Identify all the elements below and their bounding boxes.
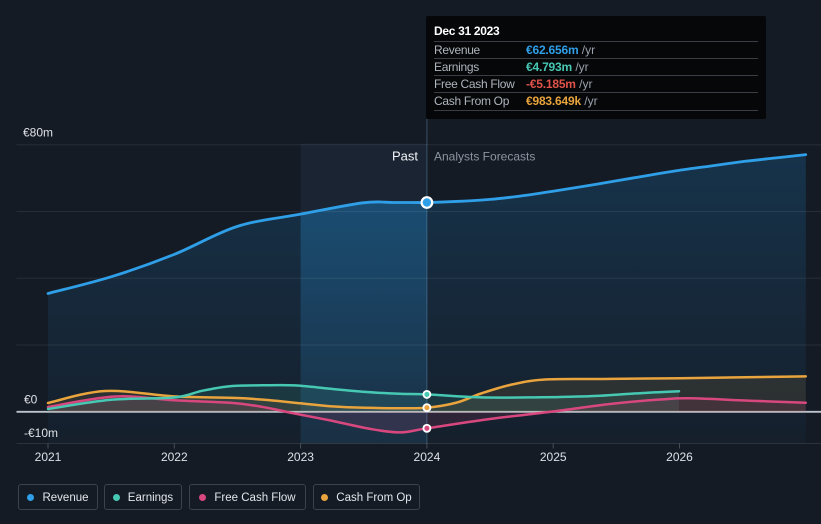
- svg-text:2021: 2021: [35, 450, 62, 464]
- svg-text:Past: Past: [392, 149, 418, 164]
- svg-text:-€10m: -€10m: [24, 426, 58, 440]
- svg-text:2026: 2026: [666, 450, 693, 464]
- svg-text:€0: €0: [24, 392, 38, 406]
- svg-text:2024: 2024: [414, 450, 441, 464]
- svg-text:€80m: €80m: [23, 126, 53, 140]
- svg-text:2023: 2023: [287, 450, 314, 464]
- svg-text:2025: 2025: [540, 450, 567, 464]
- svg-text:Analysts Forecasts: Analysts Forecasts: [434, 150, 535, 164]
- svg-text:2022: 2022: [161, 450, 188, 464]
